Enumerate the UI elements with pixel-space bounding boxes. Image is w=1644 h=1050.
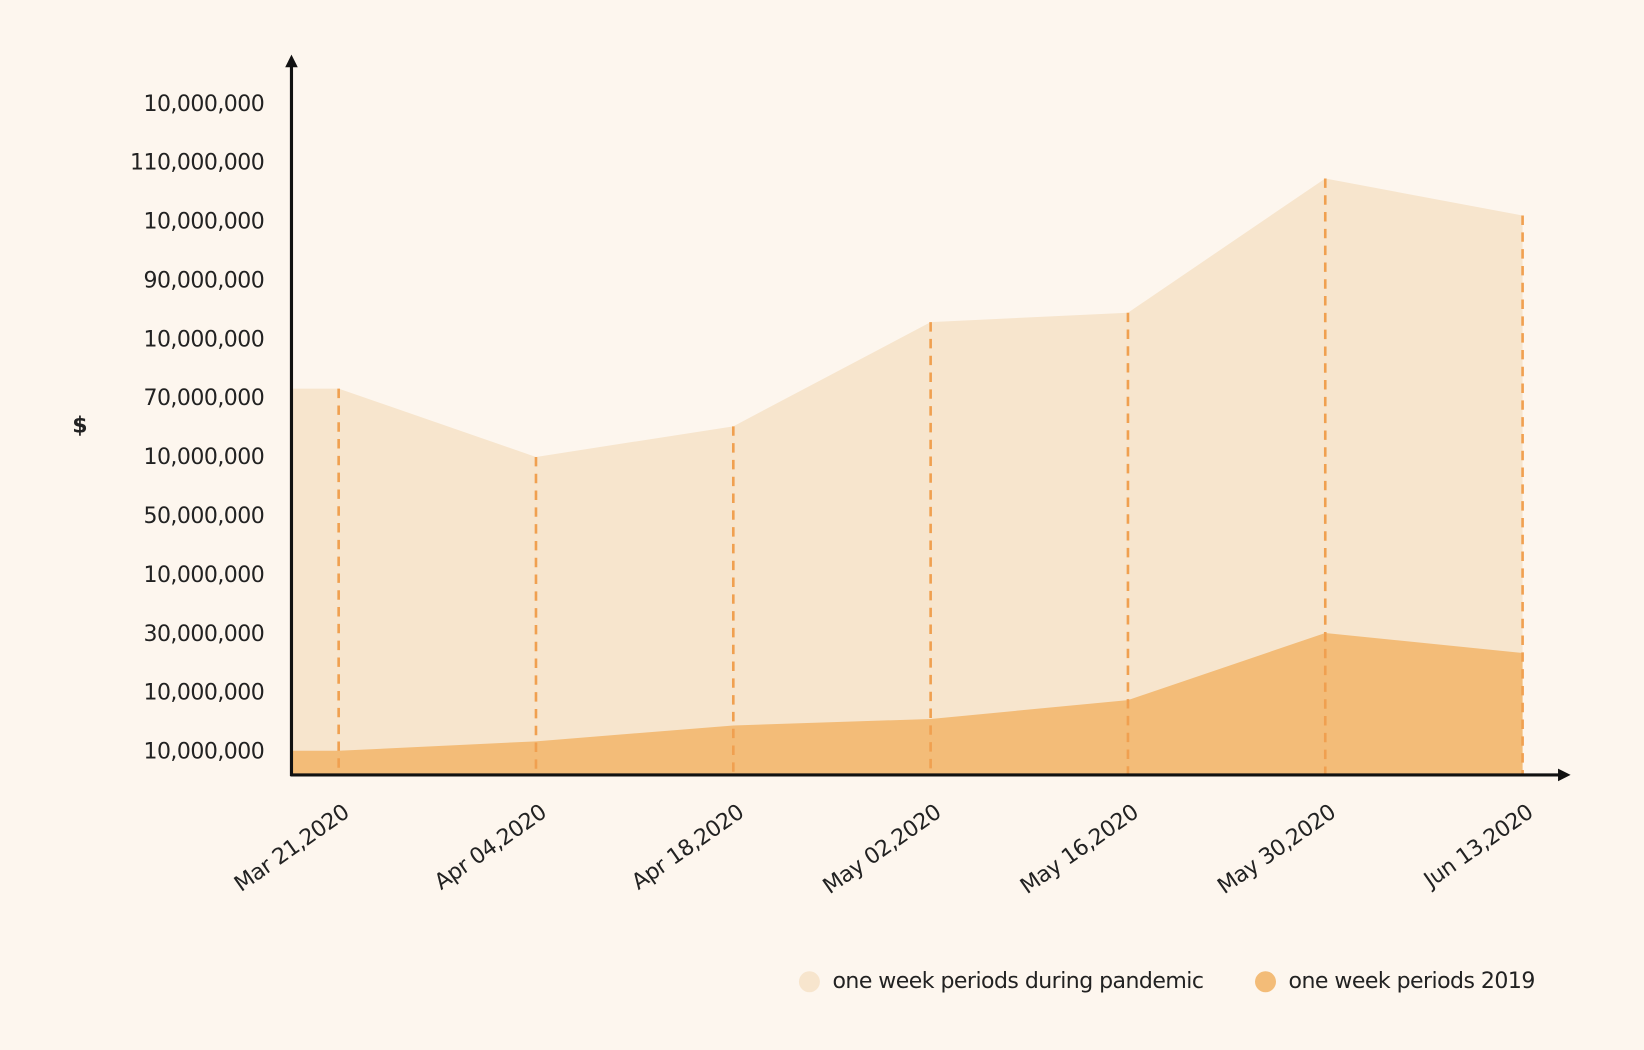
y-tick-label: 110,000,000 bbox=[130, 151, 264, 176]
y-tick-label: 10,000,000 bbox=[143, 210, 264, 235]
area bbox=[291, 633, 1523, 775]
legend-swatch bbox=[798, 971, 820, 993]
y-tick-label: 70,000,000 bbox=[143, 386, 264, 411]
area bbox=[291, 178, 1523, 775]
y-tick-label: 50,000,000 bbox=[143, 504, 264, 529]
y-tick-label: 10,000,000 bbox=[143, 740, 264, 765]
x-axis-arrow bbox=[1558, 768, 1571, 782]
y-tick-label: 10,000,000 bbox=[143, 445, 264, 470]
legend-label: one week periods 2019 bbox=[1289, 969, 1535, 994]
y-tick-label: 10,000,000 bbox=[143, 92, 264, 117]
y-tick-label: 90,000,000 bbox=[143, 268, 264, 293]
y-axis-label: $ bbox=[72, 413, 87, 438]
y-tick-label: 10,000,000 bbox=[143, 681, 264, 706]
y-axis-arrow bbox=[285, 54, 298, 68]
legend-swatch bbox=[1255, 971, 1276, 993]
y-tick-label: 10,000,000 bbox=[143, 563, 264, 588]
legend-label: one week periods during pandemic bbox=[832, 969, 1203, 994]
y-tick-label: 30,000,000 bbox=[143, 622, 264, 647]
y-tick-label: 10,000,000 bbox=[143, 327, 264, 352]
